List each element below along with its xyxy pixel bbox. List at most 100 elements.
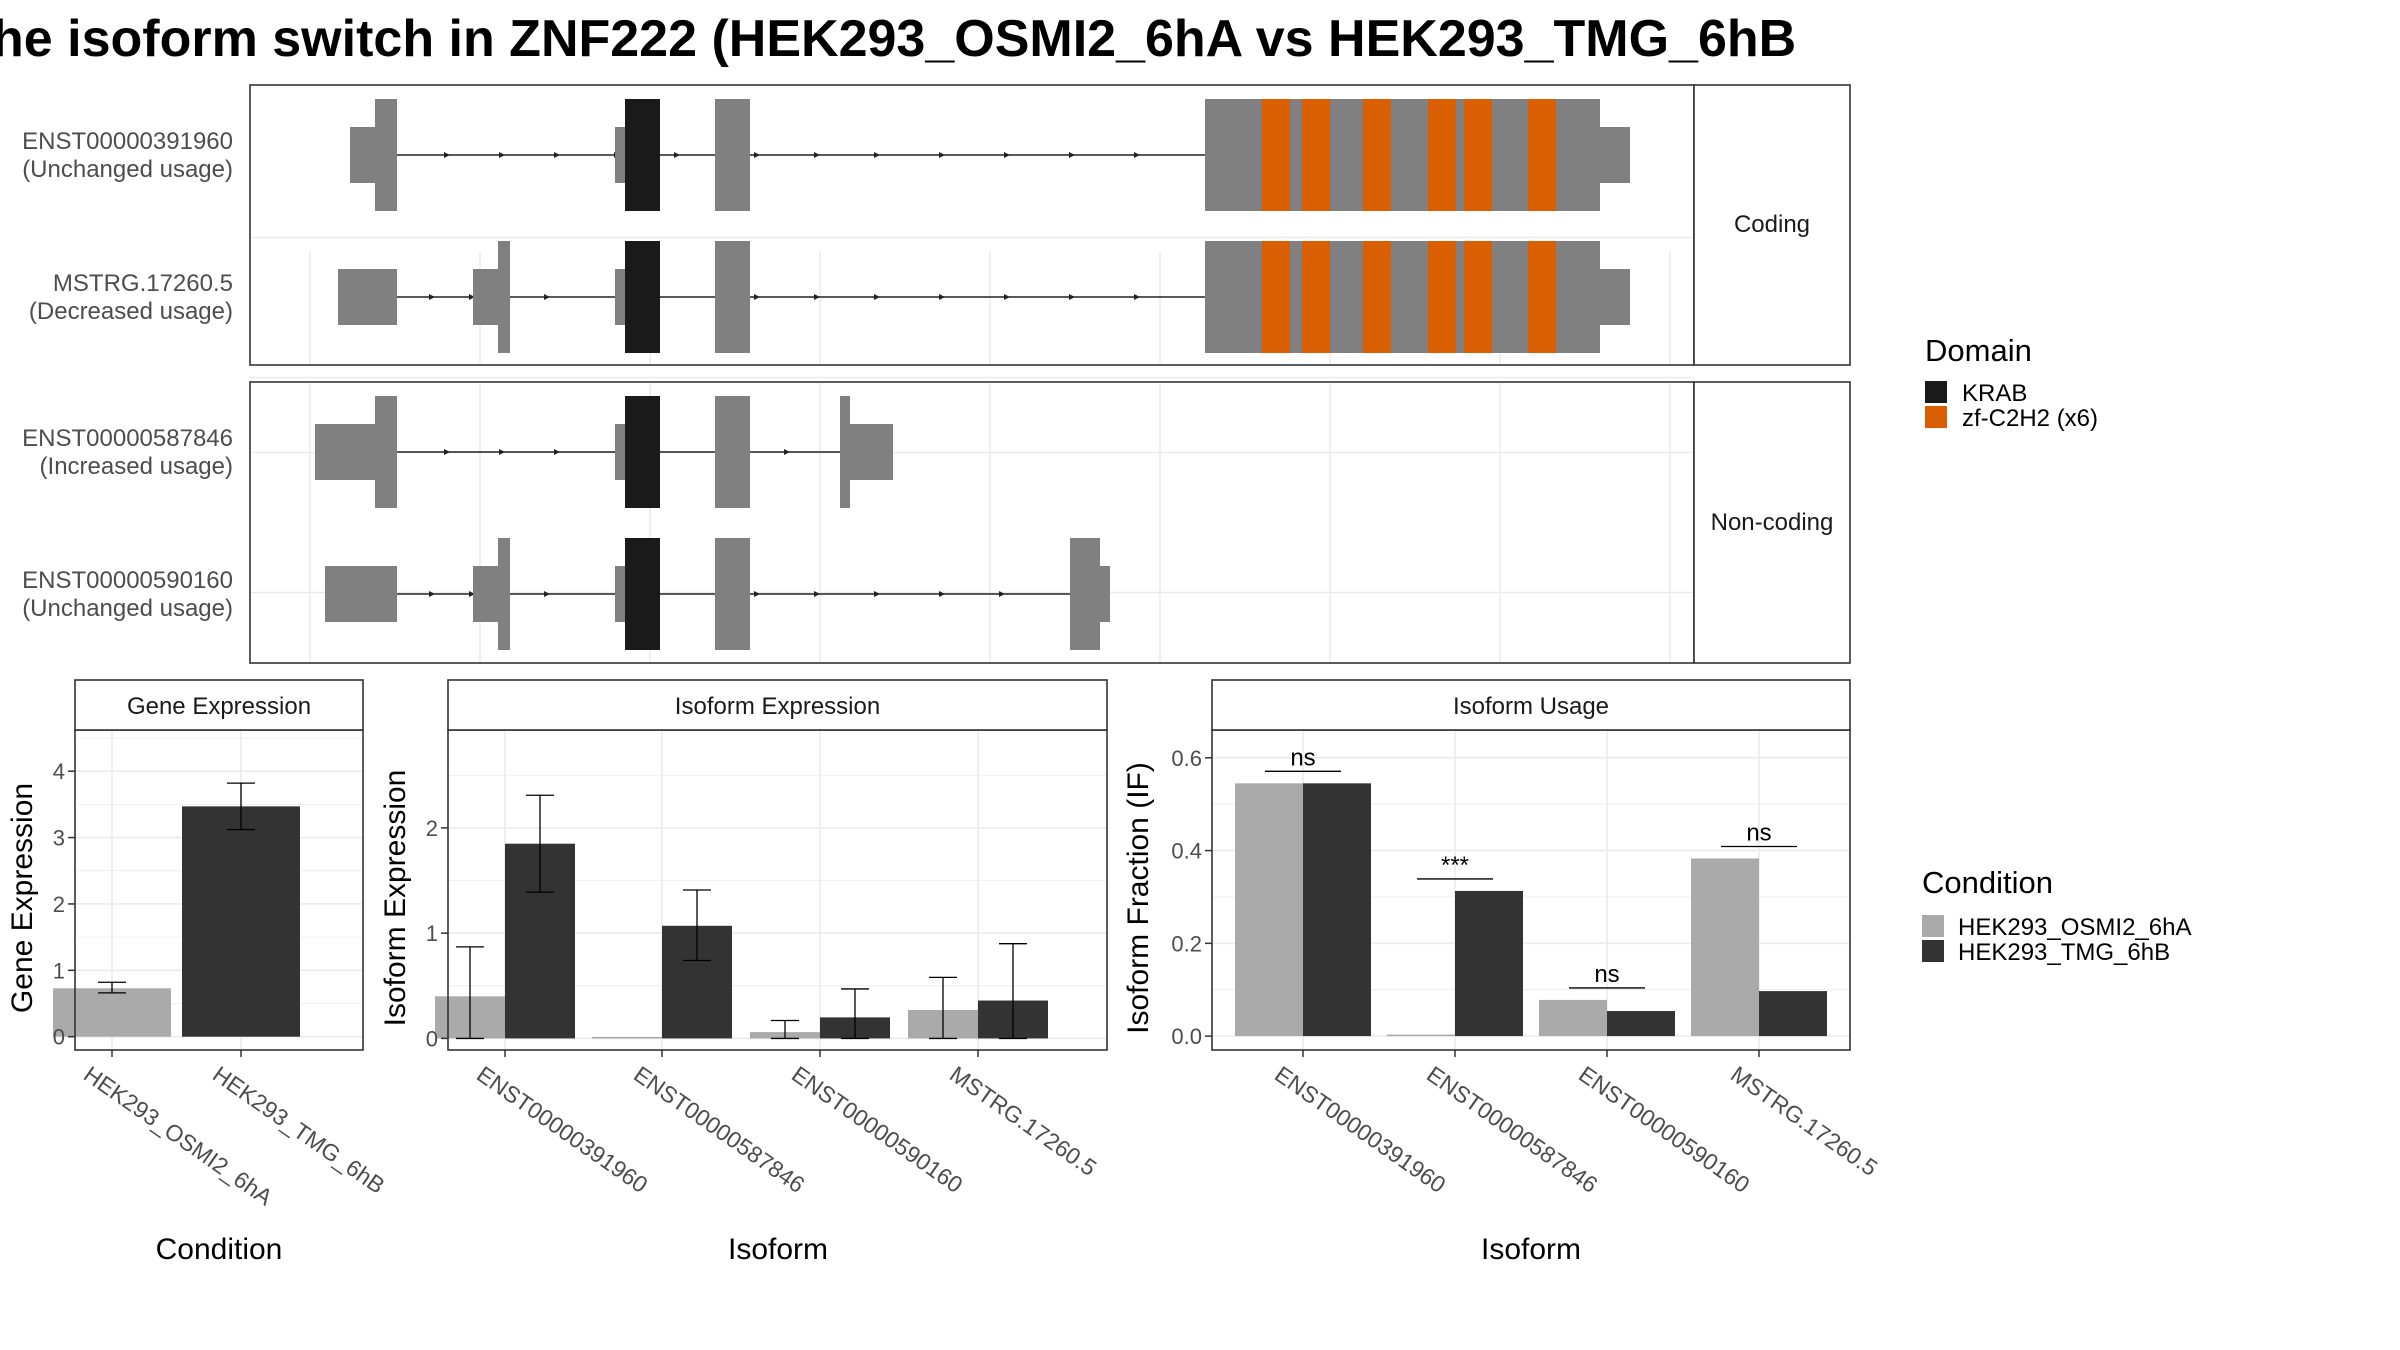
exon-1 xyxy=(473,566,498,622)
x-axis-title: Isoform xyxy=(728,1233,828,1266)
x-axis-title: Isoform xyxy=(1481,1233,1581,1266)
x-tick-label-3: MSTRG.17260.5 xyxy=(945,1061,1101,1181)
significance-label-3: ns xyxy=(1746,819,1771,846)
facet-noncoding-strip xyxy=(1693,381,1851,664)
transcript-track-2 xyxy=(338,241,1630,353)
y-tick-label-1: 1 xyxy=(426,921,438,946)
transcript-track-4 xyxy=(325,538,1110,650)
bar-MSTRG.17260.5-HEK293_OSMI2_6hA xyxy=(1691,858,1759,1037)
zf-c2h2-domain-0 xyxy=(1262,99,1290,211)
bar-ENST00000590160-HEK293_OSMI2_6hA xyxy=(1539,999,1607,1037)
y-tick-label-0: 0 xyxy=(53,1025,65,1050)
x-tick-label-3: MSTRG.17260.5 xyxy=(1726,1061,1882,1181)
error-ENST00000391960-HEK293_TMG_6hB xyxy=(526,794,554,893)
strand-arrow-4 xyxy=(674,152,680,158)
facet-strip-label: Isoform Expression xyxy=(675,693,880,720)
exon-5 xyxy=(715,538,750,650)
exon-5 xyxy=(840,396,850,508)
transcript-3-id: ENST00000587846 xyxy=(22,425,233,452)
strand-arrow-5 xyxy=(814,294,820,300)
gene-expression-plot: Gene Expression 0 1 2 3 4 Gene Expression HEK29… xyxy=(6,679,390,1266)
error-HEK293_TMG_6hB xyxy=(227,782,255,831)
strand-arrow-0 xyxy=(444,152,450,158)
facet-strip xyxy=(447,679,1108,731)
krab-domain xyxy=(625,396,660,508)
legend-zf-label: zf-C2H2 (x6) xyxy=(1962,405,2098,432)
facet-coding-strip xyxy=(1693,84,1851,366)
error-MSTRG.17260.5-HEK293_TMG_6hB xyxy=(999,943,1027,1040)
transcript-1-status: (Unchanged usage) xyxy=(22,156,233,183)
transcript-4-status: (Unchanged usage) xyxy=(22,595,233,622)
facet-strip xyxy=(74,679,364,731)
zf-c2h2-domain-3 xyxy=(1428,241,1456,353)
y-tick-label-3: 0.6 xyxy=(1171,746,1202,771)
strand-arrow-4 xyxy=(754,591,760,597)
strand-arrow-4 xyxy=(754,294,760,300)
transcript-track-3 xyxy=(315,396,893,508)
bar-ENST00000587846-HEK293_TMG_6hB xyxy=(1455,890,1523,1037)
exon-5 xyxy=(715,241,750,353)
bar-HEK293_TMG_6hB xyxy=(182,806,300,1037)
strand-arrow-3 xyxy=(544,294,550,300)
error-HEK293_OSMI2_6hA xyxy=(98,981,126,994)
strand-arrow-10 xyxy=(1069,152,1075,158)
transcript-structure-panel: Coding Non-coding ENST00000391960 (Uncha… xyxy=(22,84,1851,664)
zf-c2h2-domain-2 xyxy=(1363,241,1391,353)
zf-c2h2-domain-2 xyxy=(1363,99,1391,211)
strand-arrow-11 xyxy=(1134,152,1140,158)
exon-7 xyxy=(1100,566,1110,622)
zf-c2h2-domain-0 xyxy=(1262,241,1290,353)
exon-0 xyxy=(338,269,397,325)
error-ENST00000590160-HEK293_OSMI2_6hA xyxy=(771,1019,799,1040)
exon-6 xyxy=(1070,538,1100,650)
y-axis-title: Gene Expression xyxy=(6,783,39,1013)
legend-krab-label: KRAB xyxy=(1962,380,2027,407)
strand-arrow-6 xyxy=(874,294,880,300)
strand-arrow-7 xyxy=(939,591,945,597)
strand-arrow-1 xyxy=(499,152,505,158)
exon-3 xyxy=(615,566,625,622)
error-ENST00000590160-HEK293_TMG_6hB xyxy=(841,988,869,1040)
bar-ENST00000587846-HEK293_OSMI2_6hA xyxy=(1387,1034,1455,1037)
exon-1 xyxy=(375,99,397,211)
strand-arrow-9 xyxy=(1004,152,1010,158)
exon-1 xyxy=(473,269,498,325)
strand-arrow-0 xyxy=(429,591,435,597)
x-axis-title: Condition xyxy=(156,1233,283,1266)
krab-domain xyxy=(625,538,660,650)
facet-noncoding-label: Non-coding xyxy=(1711,509,1834,536)
exon-2 xyxy=(615,127,625,183)
bar-ENST00000391960-HEK293_TMG_6hB xyxy=(1303,783,1371,1037)
strand-arrow-8 xyxy=(1004,294,1010,300)
strand-arrow-5 xyxy=(814,591,820,597)
y-axis: 0.0 0.2 0.4 0.6 Isoform Fraction (IF) xyxy=(1122,746,1212,1049)
error-ENST00000587846-HEK293_TMG_6hB xyxy=(683,889,711,962)
significance-label-0: ns xyxy=(1290,744,1315,771)
transcript-labels: ENST00000391960 (Unchanged usage) MSTRG.… xyxy=(22,128,233,622)
exon-2 xyxy=(498,241,510,353)
transcript-1-id: ENST00000391960 xyxy=(22,128,233,155)
zf-c2h2-domain-4 xyxy=(1464,99,1492,211)
facet-strip-label: Isoform Usage xyxy=(1453,693,1609,720)
zf-c2h2-domain-5 xyxy=(1528,241,1556,353)
x-tick-label-0: ENST00000391960 xyxy=(472,1061,652,1198)
y-tick-label-2: 0.4 xyxy=(1171,839,1202,864)
strand-arrow-8 xyxy=(939,152,945,158)
exon-2 xyxy=(615,424,625,480)
transcript-tracks xyxy=(315,99,1630,650)
transcript-2-id: MSTRG.17260.5 xyxy=(53,270,233,297)
y-tick-label-2: 2 xyxy=(53,892,65,917)
domain-legend-title: Domain xyxy=(1925,333,2032,368)
exon-3 xyxy=(615,269,625,325)
isoform-expression-plot: Isoform Expression 0 1 2 Isoform Expression E… xyxy=(379,679,1108,1266)
zf-c2h2-domain-3 xyxy=(1428,99,1456,211)
krab-domain xyxy=(625,99,660,211)
y-tick-label-3: 3 xyxy=(53,826,65,851)
significance-label-2: ns xyxy=(1594,961,1619,988)
strand-arrow-1 xyxy=(499,449,505,455)
strand-arrow-1 xyxy=(469,294,475,300)
exon-2 xyxy=(498,538,510,650)
exon-6 xyxy=(850,424,893,480)
